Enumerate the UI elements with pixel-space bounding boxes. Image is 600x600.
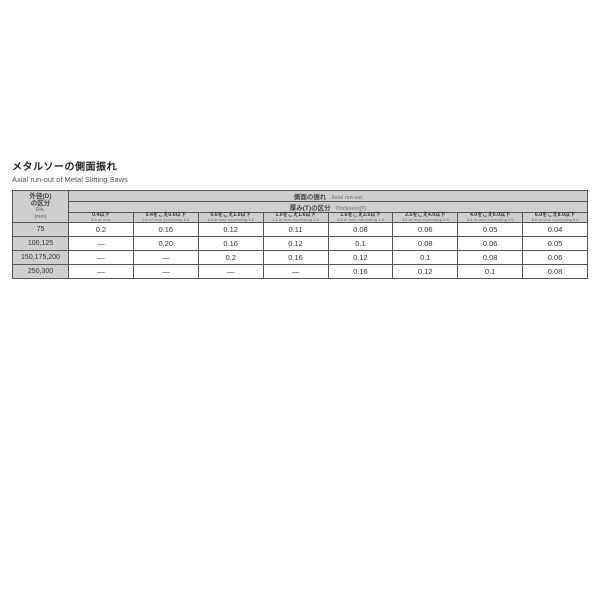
col-4-en: 2.5 or less exceeding 1.6 bbox=[329, 218, 393, 222]
v-1-3: 0.12 bbox=[263, 237, 328, 251]
col-1: 0.4をこえ0.6以下0.6 or less exceeding 0.4 bbox=[133, 213, 198, 223]
rowhead-l3: Dia. bbox=[13, 208, 68, 214]
v-0-2: 0.12 bbox=[198, 223, 263, 237]
super2-jp: 厚み(T)の区分 bbox=[290, 205, 331, 212]
data-row-0: 75 0.2 0.16 0.12 0.11 0.08 0.06 0.05 0.0… bbox=[13, 223, 588, 237]
v-2-5: 0.1 bbox=[393, 251, 458, 265]
super1-en: Axial run-out bbox=[331, 195, 362, 201]
v-1-1: 0.20 bbox=[133, 237, 198, 251]
header-row-1: 外径(D) の区分 Dia. (mm) 側面の振れ Axial run-out bbox=[13, 191, 588, 202]
col-4: 1.6をこえ2.5以下2.5 or less exceeding 1.6 bbox=[328, 213, 393, 223]
v-2-7: 0.06 bbox=[523, 251, 588, 265]
col-7-en: 8.0 or less exceeding 6.0 bbox=[523, 218, 587, 222]
row-header: 外径(D) の区分 Dia. (mm) bbox=[13, 191, 69, 223]
data-row-2: 150,175,200 — — 0.2 0.16 0.12 0.1 0.08 0… bbox=[13, 251, 588, 265]
v-1-4: 0.1 bbox=[328, 237, 393, 251]
data-row-3: 250,300 — — — — 0.16 0.12 0.1 0.08 bbox=[13, 265, 588, 279]
dia-3: 250,300 bbox=[13, 265, 69, 279]
v-3-3: — bbox=[263, 265, 328, 279]
super1-jp: 側面の振れ bbox=[294, 194, 327, 201]
v-2-4: 0.12 bbox=[328, 251, 393, 265]
v-1-7: 0.05 bbox=[523, 237, 588, 251]
v-3-4: 0.16 bbox=[328, 265, 393, 279]
v-3-7: 0.08 bbox=[523, 265, 588, 279]
v-3-1: — bbox=[133, 265, 198, 279]
v-3-5: 0.12 bbox=[393, 265, 458, 279]
header-row-2: 厚み(T)の区分 Thickness(T) bbox=[13, 202, 588, 213]
col-0-en: 0.4 or less bbox=[69, 218, 133, 222]
v-0-3: 0.11 bbox=[263, 223, 328, 237]
title-en: Axial run-out of Metal Slitting Saws bbox=[12, 175, 588, 184]
v-0-1: 0.16 bbox=[133, 223, 198, 237]
col-6-en: 6.0 or less exceeding 4.0 bbox=[458, 218, 522, 222]
col-5-en: 4.0 or less exceeding 2.5 bbox=[393, 218, 457, 222]
col-7: 6.0をこえ8.0以下8.0 or less exceeding 6.0 bbox=[523, 213, 588, 223]
v-1-6: 0.06 bbox=[458, 237, 523, 251]
super-header-2: 厚み(T)の区分 Thickness(T) bbox=[69, 202, 588, 213]
col-6: 4.0をこえ6.0以下6.0 or less exceeding 4.0 bbox=[458, 213, 523, 223]
col-3: 1.0をこえ1.6以下1.6 or less exceeding 1.0 bbox=[263, 213, 328, 223]
col-2: 0.6をこえ1.0以下1.0 or less exceeding 0.6 bbox=[198, 213, 263, 223]
top-spacer bbox=[12, 14, 588, 158]
title-jp: メタルソーの側面振れ bbox=[12, 158, 588, 173]
spec-table: 外径(D) の区分 Dia. (mm) 側面の振れ Axial run-out … bbox=[12, 190, 588, 279]
rowhead-l2: の区分 bbox=[31, 200, 51, 207]
col-0: 0.4以下0.4 or less bbox=[69, 213, 134, 223]
v-0-6: 0.05 bbox=[458, 223, 523, 237]
rowhead-l4: (mm) bbox=[13, 215, 68, 221]
dia-2: 150,175,200 bbox=[13, 251, 69, 265]
v-2-6: 0.08 bbox=[458, 251, 523, 265]
v-0-0: 0.2 bbox=[69, 223, 134, 237]
super-header-1: 側面の振れ Axial run-out bbox=[69, 191, 588, 202]
v-1-0: — bbox=[69, 237, 134, 251]
v-2-1: — bbox=[133, 251, 198, 265]
page: メタルソーの側面振れ Axial run-out of Metal Slitti… bbox=[0, 0, 600, 279]
dia-1: 100,125 bbox=[13, 237, 69, 251]
col-3-en: 1.6 or less exceeding 1.0 bbox=[264, 218, 328, 222]
v-1-5: 0.08 bbox=[393, 237, 458, 251]
col-1-en: 0.6 or less exceeding 0.4 bbox=[134, 218, 198, 222]
rowhead-l1: 外径(D) bbox=[29, 193, 51, 200]
v-3-0: — bbox=[69, 265, 134, 279]
header-row-3: 0.4以下0.4 or less 0.4をこえ0.6以下0.6 or less … bbox=[13, 213, 588, 223]
v-2-2: 0.2 bbox=[198, 251, 263, 265]
v-0-5: 0.06 bbox=[393, 223, 458, 237]
v-3-6: 0.1 bbox=[458, 265, 523, 279]
data-row-1: 100,125 — 0.20 0.16 0.12 0.1 0.08 0.06 0… bbox=[13, 237, 588, 251]
dia-0: 75 bbox=[13, 223, 69, 237]
v-2-3: 0.16 bbox=[263, 251, 328, 265]
v-3-2: — bbox=[198, 265, 263, 279]
v-0-7: 0.04 bbox=[523, 223, 588, 237]
v-1-2: 0.16 bbox=[198, 237, 263, 251]
col-2-en: 1.0 or less exceeding 0.6 bbox=[199, 218, 263, 222]
v-0-4: 0.08 bbox=[328, 223, 393, 237]
col-5: 2.5をこえ4.0以下4.0 or less exceeding 2.5 bbox=[393, 213, 458, 223]
v-2-0: — bbox=[69, 251, 134, 265]
